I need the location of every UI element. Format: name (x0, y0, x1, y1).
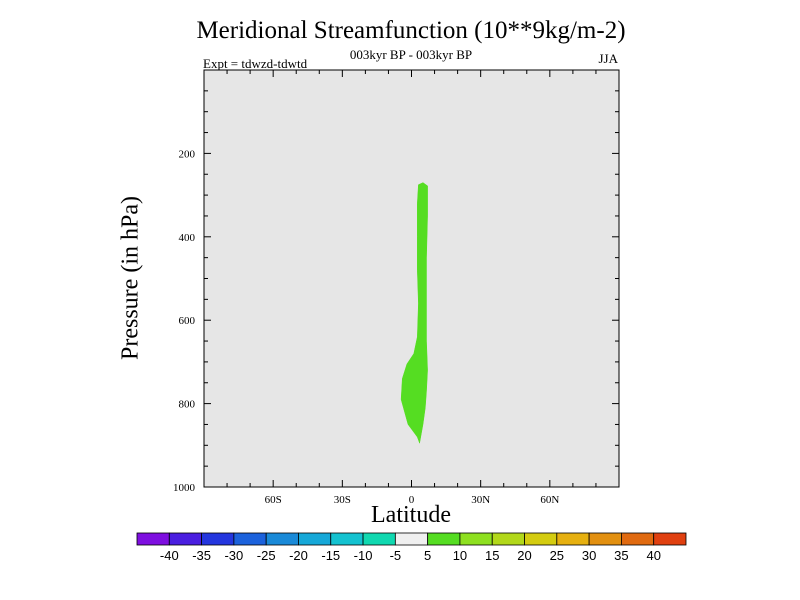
colorbar-label: -35 (192, 548, 211, 563)
colorbar-label: -20 (289, 548, 308, 563)
x-tick-label: 60S (265, 494, 282, 506)
colorbar-label: -25 (257, 548, 276, 563)
colorbar-label: 25 (550, 548, 564, 563)
colorbar-label: 20 (517, 548, 531, 563)
colorbar-swatch (621, 532, 655, 546)
colorbar-swatch (136, 532, 170, 546)
colorbar-swatch (588, 532, 622, 546)
y-tick-label: 400 (179, 232, 196, 244)
colorbar-swatch (330, 532, 364, 546)
chart-subtitle: 003kyr BP - 003kyr BP (349, 47, 473, 62)
colorbar-swatch (459, 532, 493, 546)
colorbar-swatch (427, 532, 461, 546)
y-tick-label: 1000 (173, 482, 196, 494)
y-tick-label: 200 (179, 148, 196, 160)
colorbar-label: 35 (614, 548, 628, 563)
colorbar-label: 10 (453, 548, 467, 563)
colorbar-swatch (394, 532, 429, 546)
colorbar-label: -5 (390, 548, 402, 563)
experiment-label: Expt = tdwzd-tdwtd (203, 56, 308, 71)
y-tick-label: 600 (179, 315, 196, 327)
colorbar-swatch (265, 532, 299, 546)
colorbar-label: -40 (160, 548, 179, 563)
colorbar-label: 15 (485, 548, 499, 563)
plot-area: 200 400 600 800 1000 60S 30S 0 30N 60N (173, 69, 620, 506)
x-tick-label: 30S (334, 494, 351, 506)
colorbar-label: -10 (354, 548, 373, 563)
colorbar-swatch (653, 532, 687, 546)
season-label: JJA (598, 51, 618, 66)
colorbar-swatch (491, 532, 525, 546)
colorbar-swatch (298, 532, 332, 546)
colorbar-swatch (168, 532, 202, 546)
colorbar-swatch (233, 532, 267, 546)
colorbar-label: -15 (321, 548, 340, 563)
contour-region-0 (400, 182, 428, 445)
colorbar: -40 -35 -30 -25 -20 -15 -10 -5 5 10 15 20 25 30 35 40 (136, 532, 687, 563)
x-axis-label: Latitude (371, 502, 451, 528)
chart-title: Meridional Streamfunction (10**9kg/m-2) (196, 17, 626, 44)
colorbar-label: 40 (646, 548, 660, 563)
colorbar-swatch (524, 532, 558, 546)
colorbar-label: 30 (582, 548, 596, 563)
colorbar-swatch (362, 532, 396, 546)
colorbar-label: 5 (424, 548, 431, 563)
y-tick-label: 800 (179, 399, 196, 411)
colorbar-label: -30 (224, 548, 243, 563)
x-tick-label: 60N (540, 494, 559, 506)
x-tick-label: 0 (409, 494, 415, 506)
colorbar-swatch (201, 532, 235, 546)
colorbar-swatch (556, 532, 590, 546)
x-tick-label: 30N (471, 494, 490, 506)
